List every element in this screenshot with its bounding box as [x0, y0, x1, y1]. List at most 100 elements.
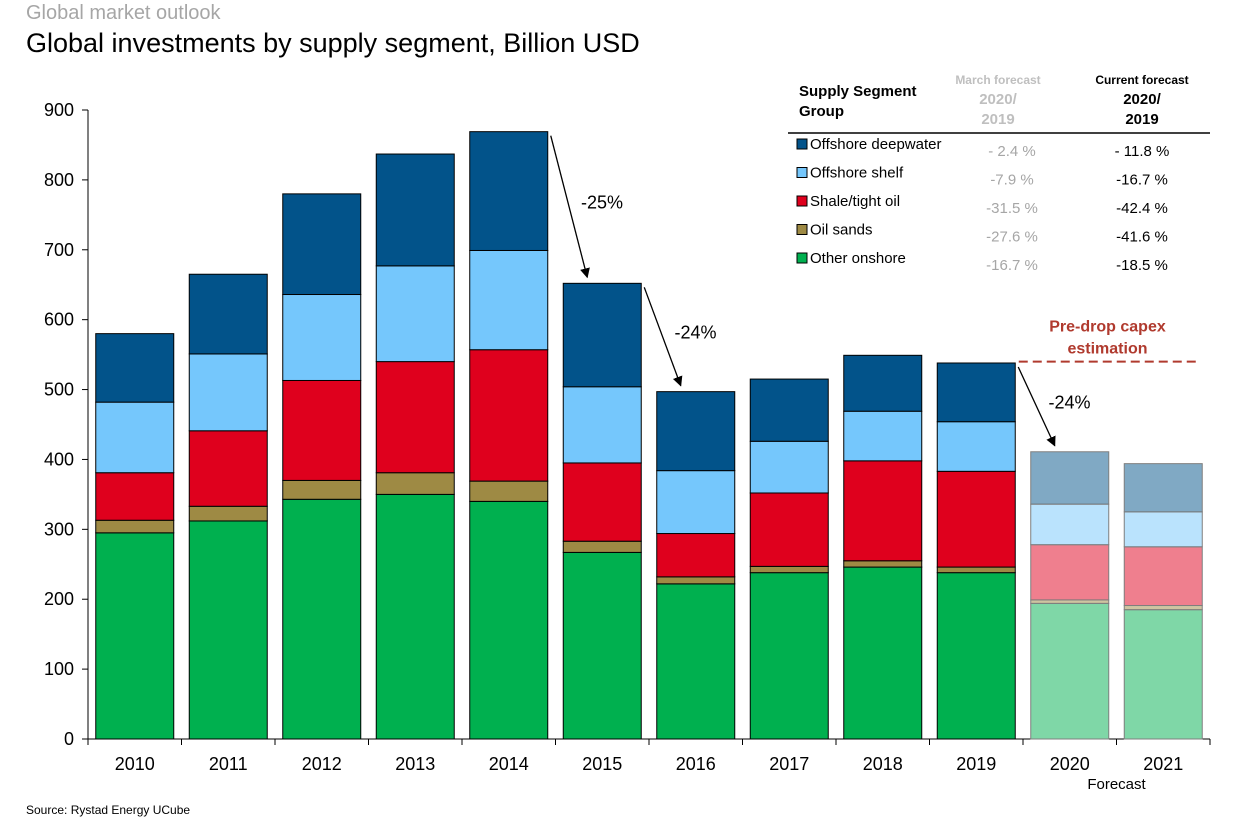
change-arrow [643, 287, 683, 387]
bar-segment-offshore_shelf [188, 353, 268, 432]
bar-stack-2019 [936, 362, 1016, 740]
y-tick-label: 100 [44, 659, 74, 679]
bars [95, 131, 1203, 740]
y-tick-label: 500 [44, 380, 74, 400]
bar-segment-shale_tight_oil [656, 533, 736, 578]
legend-table: Supply Segment Group March forecast 2020/20… [788, 73, 1210, 274]
bar-segment-oil_sands [95, 519, 175, 534]
legend-label: Oil sands [810, 222, 873, 239]
bar-segment-offshore_shelf [656, 470, 736, 535]
bar-stack-2021 [1123, 463, 1203, 740]
bar-segment-offshore_deepwater [375, 153, 455, 267]
change-label: -24% [675, 322, 717, 342]
table-header-march: March forecast [955, 73, 1040, 87]
bar-segment-shale_tight_oil [469, 349, 549, 482]
table-header-current-sub: 2020/ [1123, 91, 1161, 108]
annotations: -25% -24% -24% Pre-drop capex estimation [550, 135, 1197, 447]
legend-label: Other onshore [810, 250, 906, 267]
legend-swatch [796, 224, 808, 235]
chart-title: Global investments by supply segment, Bi… [26, 28, 640, 58]
change-label: -24% [1049, 392, 1091, 412]
bar-segment-oil_sands [1030, 599, 1110, 604]
bar-segment-offshore_deepwater [936, 362, 1016, 423]
bar-segment-oil_sands [936, 566, 1016, 574]
bar-segment-offshore_shelf [375, 265, 455, 363]
march-forecast-value: -7.9 % [990, 172, 1033, 189]
bar-segment-oil_sands [469, 480, 549, 502]
bar-segment-offshore_shelf [1030, 503, 1110, 546]
legend-row-offshore_deepwater: Offshore deepwater - 2.4 % - 11.8 % [796, 136, 1169, 160]
bar-segment-other_onshore [375, 493, 455, 740]
x-tick-label: 2011 [209, 754, 248, 774]
bar-segment-offshore_shelf [469, 249, 549, 351]
bar-segment-offshore_shelf [95, 401, 175, 474]
chart-kicker: Global market outlook [26, 2, 221, 24]
bar-segment-oil_sands [749, 565, 829, 574]
legend-label: Offshore deepwater [810, 136, 941, 153]
bar-segment-shale_tight_oil [1030, 544, 1110, 601]
bar-segment-shale_tight_oil [375, 361, 455, 474]
bar-segment-offshore_deepwater [1030, 451, 1110, 505]
bar-stack-2014 [469, 131, 549, 740]
bar-segment-shale_tight_oil [188, 430, 268, 507]
legend-swatch [796, 167, 808, 178]
bar-stack-2011 [188, 273, 268, 740]
march-forecast-value: - 2.4 % [988, 143, 1036, 160]
bar-segment-shale_tight_oil [749, 492, 829, 567]
legend-swatch [796, 252, 808, 264]
legend-row-shale_tight_oil: Shale/tight oil -31.5 % -42.4 % [796, 193, 1168, 217]
bar-segment-other_onshore [95, 532, 175, 740]
table-header-group: Supply Segment [799, 83, 917, 100]
y-tick-label: 900 [44, 100, 74, 120]
x-tick-label: 2020 [1050, 754, 1090, 774]
bar-segment-oil_sands [282, 479, 362, 500]
bar-stack-2012 [282, 193, 362, 740]
current-forecast-value: -42.4 % [1116, 200, 1168, 217]
bar-stack-2017 [749, 378, 829, 740]
current-forecast-value: -41.6 % [1116, 229, 1168, 246]
march-forecast-value: -31.5 % [986, 200, 1038, 217]
x-tick-label: 2013 [395, 754, 435, 774]
bar-segment-oil_sands [375, 472, 455, 495]
bar-segment-oil_sands [656, 576, 736, 585]
bar-stack-2013 [375, 153, 455, 740]
x-tick-label: 2017 [769, 754, 809, 774]
legend-row-other_onshore: Other onshore -16.7 % -18.5 % [796, 250, 1168, 274]
x-tick-label: 2018 [863, 754, 903, 774]
table-header-group: Group [799, 103, 844, 120]
bar-segment-offshore_shelf [1123, 511, 1203, 548]
table-header-march-sub: 2019 [981, 111, 1014, 128]
march-forecast-value: -16.7 % [986, 257, 1038, 274]
bar-segment-oil_sands [562, 540, 642, 553]
bar-segment-other_onshore [936, 572, 1016, 740]
y-tick-label: 200 [44, 589, 74, 609]
bar-stack-2015 [562, 282, 642, 740]
legend-row-oil_sands: Oil sands -27.6 % -41.6 % [796, 222, 1168, 246]
current-forecast-value: -18.5 % [1116, 257, 1168, 274]
bar-segment-other_onshore [843, 566, 923, 740]
bar-segment-offshore_deepwater [843, 354, 923, 412]
bar-stack-2010 [95, 333, 175, 740]
axes: 0 100 200 300 400 500 600 700 800 900 2010 2011 2012… [44, 100, 1211, 793]
x-tick-label: 2019 [956, 754, 996, 774]
change-label: -25% [581, 192, 623, 212]
x-tick-label: 2021 [1143, 754, 1183, 774]
bar-segment-oil_sands [188, 505, 268, 522]
legend-label: Offshore shelf [810, 165, 904, 182]
bar-segment-shale_tight_oil [936, 470, 1016, 568]
bar-segment-offshore_shelf [749, 440, 829, 494]
y-tick-label: 600 [44, 310, 74, 330]
bar-segment-offshore_shelf [936, 421, 1016, 472]
pre-drop-label-line2: estimation [1067, 341, 1147, 358]
bar-segment-offshore_shelf [562, 386, 642, 464]
bar-segment-offshore_deepwater [1123, 463, 1203, 513]
bar-stack-2016 [656, 391, 736, 740]
bar-segment-other_onshore [469, 500, 549, 740]
bar-segment-offshore_deepwater [562, 282, 642, 388]
bar-segment-other_onshore [188, 520, 268, 740]
bar-segment-offshore_deepwater [95, 333, 175, 403]
y-tick-label: 400 [44, 449, 74, 469]
table-header-current-sub: 2019 [1125, 111, 1158, 128]
legend-label: Shale/tight oil [810, 193, 900, 210]
legend-row-offshore_shelf: Offshore shelf -7.9 % -16.7 % [796, 165, 1168, 189]
